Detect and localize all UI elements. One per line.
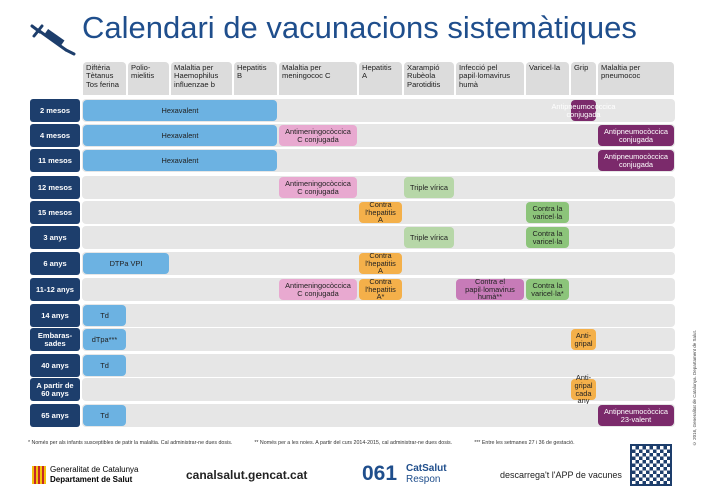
column-header: Malaltia per meningococ C [279, 62, 357, 95]
row-label: 3 anys [30, 226, 80, 249]
vaccine-cell: Contra l'hepatitis A [359, 251, 402, 275]
vaccine-cell: Contra l'hepatitis A [359, 200, 402, 224]
qr-code[interactable] [630, 444, 672, 486]
row-label: 14 anys [30, 304, 80, 327]
vaccine-cell: Triple vírica [404, 227, 454, 248]
vaccine-cell: Contra la varicel·la* [526, 279, 569, 300]
catsalut: CatSalut Respon [406, 463, 447, 485]
brand: CatSalut [406, 463, 447, 474]
vaccine-cell: Antipneumocòccica conjugada [598, 150, 674, 171]
vaccine-cell: Antimeningocòccica C conjugada [279, 177, 357, 198]
org-logo: Generalitat de Catalunya Departament de … [50, 465, 139, 485]
column-header: Diftèria Tètanus Tos ferina [83, 62, 126, 95]
row-label: Embaras- sades [30, 328, 80, 351]
row-label: 11-12 anys [30, 278, 80, 301]
column-header: Polio- mielitis [128, 62, 169, 95]
column-header: Hepatitis B [234, 62, 277, 95]
vaccine-cell: Hexavalent [83, 150, 277, 171]
row-label: 4 mesos [30, 124, 80, 147]
vaccine-cell: Antipneumocòccica 23-valent [598, 405, 674, 426]
vaccine-cell: Td [83, 355, 126, 376]
copyright: © 2016, Generalitat de Catalunya. Depart… [692, 330, 697, 447]
footnote: * Només per als infants susceptibles de … [28, 440, 233, 446]
row-label: 15 mesos [30, 201, 80, 224]
vaccine-cell: Antimeningocòccica C conjugada [279, 279, 357, 300]
vaccine-cell: Antimeningocòccica C conjugada [279, 125, 357, 146]
row-background [82, 226, 675, 249]
vaccine-cell: Contra el papil·lomavirus humà** [456, 277, 524, 301]
vaccine-cell: Contra la varicel·la [526, 227, 569, 248]
phone: 061 [362, 462, 398, 485]
column-header: Infecció pel papil·lomavirus humà [456, 62, 524, 95]
row-label: 12 mesos [30, 176, 80, 199]
row-label: 11 mesos [30, 149, 80, 172]
row-background [82, 328, 675, 351]
row-label: 65 anys [30, 404, 80, 427]
vaccine-cell: Td [83, 305, 126, 326]
row-background [82, 378, 675, 401]
vaccine-cell: Antipneumocòccica conjugada [598, 125, 674, 146]
column-header: Malaltia per pneumococ [598, 62, 674, 95]
vaccine-cell: Td [83, 405, 126, 426]
app-text: descarrega't l'APP de vacunes [500, 470, 622, 480]
vaccine-cell: dTpa*** [83, 329, 126, 350]
vaccine-cell: Triple vírica [404, 177, 454, 198]
vaccine-cell: DTPa VPI [83, 253, 169, 274]
row-background [82, 404, 675, 427]
brand-sub: Respon [406, 474, 441, 485]
row-label: 6 anys [30, 252, 80, 275]
senyera-logo [32, 466, 46, 484]
footnote: ** Només per a les noies. A partir del c… [254, 440, 453, 446]
org-name: Generalitat de Catalunya [50, 465, 139, 474]
website[interactable]: canalsalut.gencat.cat [186, 468, 308, 482]
row-label: 2 mesos [30, 99, 80, 122]
column-header: Varicel·la [526, 62, 569, 95]
vaccine-cell: Contra l'hepatitis A* [359, 277, 402, 301]
vaccine-cell: Contra la varicel·la [526, 202, 569, 223]
vaccine-cell: Hexavalent [83, 125, 277, 146]
vaccine-cell: Anti- gripal cada any [571, 374, 596, 405]
row-background [82, 304, 675, 327]
vaccine-cell: Antipneumocòccica conjugada [551, 100, 616, 121]
column-header: Malaltia per Haemophilus influenzae b [171, 62, 232, 95]
row-label: A partir de 60 anys [30, 378, 80, 401]
vaccine-cell: Anti- gripal [571, 329, 596, 350]
column-header: Hepatitis A [359, 62, 402, 95]
footnotes: * Només per als infants susceptibles de … [28, 440, 668, 446]
org-dept: Departament de Salut [50, 475, 133, 484]
footnote: *** Entre les setmanes 27 i 36 de gestac… [474, 440, 575, 446]
row-label: 40 anys [30, 354, 80, 377]
vaccine-cell: Hexavalent [83, 100, 277, 121]
column-header: Xarampió Rubèola Parotiditis [404, 62, 454, 95]
row-background [82, 176, 675, 199]
row-background [82, 354, 675, 377]
title: Calendari de vacunacions sistemàtiques [82, 10, 637, 45]
syringe-icon [30, 24, 76, 56]
column-header: Grip [571, 62, 596, 95]
